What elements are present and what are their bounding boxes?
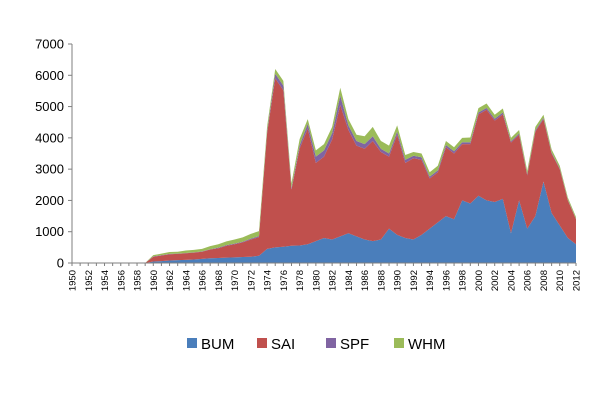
x-tick-label: 2002 (490, 270, 501, 291)
x-tick-label: 1954 (100, 270, 111, 291)
x-tick-label: 1994 (425, 270, 436, 291)
x-tick-label: 1952 (84, 270, 95, 291)
x-axis-ticks: 1950 1952 1954 1956 1958 1960 1962 1964 1966 1968… (68, 263, 583, 291)
x-tick-label: 1986 (360, 270, 371, 291)
x-tick-label: 2004 (506, 270, 517, 291)
x-tick-label: 1974 (263, 270, 274, 291)
x-tick-label: 1964 (181, 270, 192, 291)
x-tick-label: 1978 (295, 270, 306, 291)
y-tick-label: 5000 (35, 99, 64, 114)
x-tick-label: 1958 (133, 270, 144, 291)
legend-swatch-spf (326, 338, 336, 348)
x-tick-label: 1972 (246, 270, 257, 291)
legend-swatch-sai (257, 338, 267, 348)
x-tick-label: 1984 (344, 270, 355, 291)
y-tick-label: 4000 (35, 130, 64, 145)
series-areas (72, 69, 576, 263)
legend-item-sai: SAI (257, 336, 295, 353)
legend-swatch-bum (187, 338, 197, 348)
y-tick-label: 7000 (35, 37, 64, 52)
x-tick-label: 1968 (214, 270, 225, 291)
x-tick-label: 2012 (572, 270, 583, 291)
y-tick-label: 1000 (35, 224, 64, 239)
legend: BUM SAI SPF WHM (187, 336, 446, 353)
legend-item-spf: SPF (326, 336, 369, 353)
x-tick-label: 1966 (198, 270, 209, 291)
x-tick-label: 1956 (116, 270, 127, 291)
x-tick-label: 1962 (165, 270, 176, 291)
legend-label-sai: SAI (271, 336, 295, 353)
x-tick-label: 2008 (539, 270, 550, 291)
y-axis-ticks: 0 1000 2000 3000 4000 5000 6000 7000 (35, 37, 72, 271)
x-tick-label: 1970 (230, 270, 241, 291)
y-tick-label: 2000 (35, 193, 64, 208)
y-tick-label: 0 (57, 256, 64, 271)
legend-label-spf: SPF (340, 336, 369, 353)
x-tick-label: 2000 (474, 270, 485, 291)
x-tick-label: 1980 (311, 270, 322, 291)
legend-label-whm: WHM (408, 336, 446, 353)
legend-label-bum: BUM (201, 336, 234, 353)
x-tick-label: 2006 (523, 270, 534, 291)
x-tick-label: 1992 (409, 270, 420, 291)
legend-item-whm: WHM (394, 336, 446, 353)
legend-item-bum: BUM (187, 336, 234, 353)
x-tick-label: 1950 (68, 270, 79, 291)
x-tick-label: 1976 (279, 270, 290, 291)
x-tick-label: 2010 (555, 270, 566, 291)
x-tick-label: 1960 (149, 270, 160, 291)
y-tick-label: 3000 (35, 162, 64, 177)
legend-swatch-whm (394, 338, 404, 348)
x-tick-label: 1998 (458, 270, 469, 291)
x-tick-label: 1982 (328, 270, 339, 291)
y-tick-label: 6000 (35, 68, 64, 83)
x-tick-label: 1996 (441, 270, 452, 291)
x-tick-label: 1988 (376, 270, 387, 291)
x-tick-label: 1990 (393, 270, 404, 291)
